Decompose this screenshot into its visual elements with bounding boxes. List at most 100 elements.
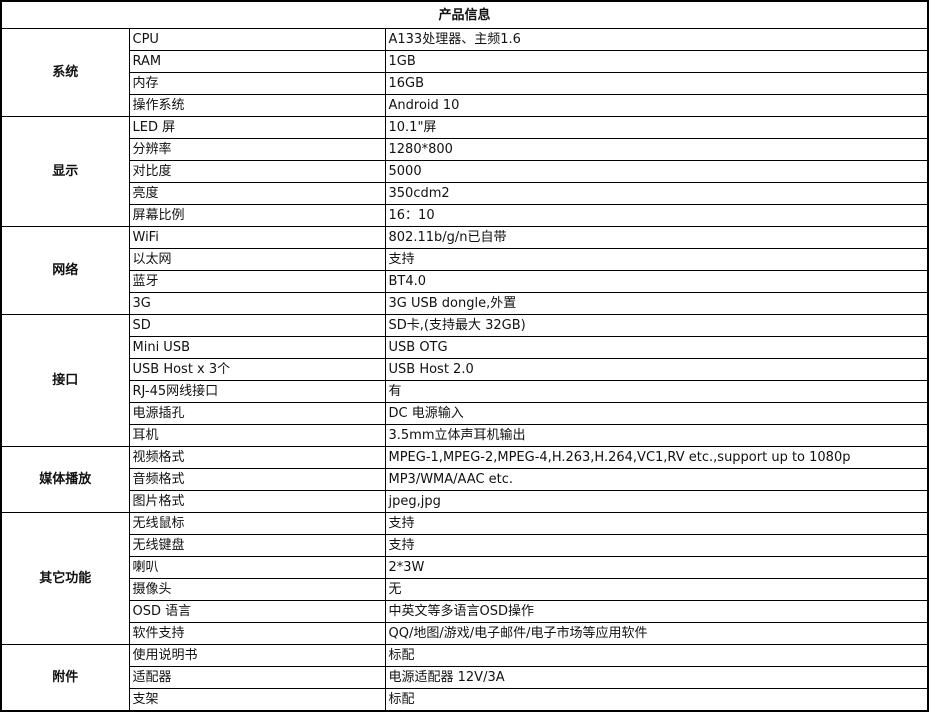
spec-name-cell: 无线键盘 bbox=[128, 534, 386, 557]
spec-name-cell: 内存 bbox=[128, 72, 386, 95]
table-row: Mini USB USB OTG bbox=[1, 336, 929, 359]
table-row: 操作系统 Android 10 bbox=[1, 94, 929, 117]
spec-name-cell: 音频格式 bbox=[128, 468, 386, 491]
table-row: 喇叭 2*3W bbox=[1, 556, 929, 579]
spec-name-cell: 3G bbox=[128, 292, 386, 315]
table-row: 蓝牙 BT4.0 bbox=[1, 270, 929, 293]
spec-value-cell: 无 bbox=[384, 578, 929, 601]
table-row: USB Host x 3个 USB Host 2.0 bbox=[1, 358, 929, 381]
spec-name-cell: 喇叭 bbox=[128, 556, 386, 579]
spec-value-cell: BT4.0 bbox=[384, 270, 929, 293]
category-cell: 附件 bbox=[0, 644, 130, 712]
table-row: 摄像头无 bbox=[1, 578, 929, 601]
spec-name-cell: WiFi bbox=[128, 226, 386, 249]
table-row: 分辨率 1280*800 bbox=[1, 138, 929, 161]
spec-value-cell: 802.11b/g/n已自带 bbox=[384, 226, 929, 249]
spec-value-cell: QQ/地图/游戏/电子邮件/电子市场等应用软件 bbox=[384, 622, 929, 645]
spec-value-cell: 标配 bbox=[384, 688, 929, 712]
spec-value-cell: SD卡,(支持最大 32GB) bbox=[384, 314, 929, 337]
spec-name-cell: Mini USB bbox=[128, 336, 386, 359]
table-row: 屏幕比例 16：10 bbox=[1, 204, 929, 227]
category-cell: 显示 bbox=[0, 116, 130, 227]
table-row: 支架 标配 bbox=[1, 688, 929, 712]
table-row: 其它功能 无线鼠标 支持 bbox=[0, 512, 929, 645]
spec-name-cell: 软件支持 bbox=[128, 622, 386, 645]
table-row: 图片格式 jpeg,jpg bbox=[1, 490, 929, 513]
table-row: 3G 3G USB dongle,外置 bbox=[1, 292, 929, 315]
table-row: 耳机 3.5mm立体声耳机输出 bbox=[1, 424, 929, 447]
table-row: 内存 16GB bbox=[1, 72, 929, 95]
spec-value-cell: 5000 bbox=[384, 160, 929, 183]
spec-name-cell: USB Host x 3个 bbox=[128, 358, 386, 381]
spec-value-cell: 3.5mm立体声耳机输出 bbox=[384, 424, 929, 447]
spec-name-cell: SD bbox=[128, 314, 386, 337]
spec-name-cell: 摄像头 bbox=[128, 578, 386, 601]
spec-name-cell: 操作系统 bbox=[128, 94, 386, 117]
spec-name-cell: 亮度 bbox=[128, 182, 386, 205]
spec-value-cell: 有 bbox=[384, 380, 929, 403]
spec-name-cell: 屏幕比例 bbox=[128, 204, 386, 227]
spec-name-cell: 以太网 bbox=[128, 248, 386, 271]
spec-name-cell: 支架 bbox=[128, 688, 386, 712]
spec-value-cell: USB OTG bbox=[384, 336, 929, 359]
category-cell: 接口 bbox=[0, 314, 130, 447]
table-row: 音频格式 MP3/WMA/AAC etc. bbox=[1, 468, 929, 491]
spec-name-cell: LED 屏 bbox=[128, 116, 386, 139]
category-cell: 媒体播放 bbox=[0, 446, 130, 513]
spec-name-cell: 蓝牙 bbox=[128, 270, 386, 293]
spec-name-cell: RAM bbox=[128, 50, 386, 73]
table-row: 附件 使用说明书 标配 bbox=[0, 644, 929, 712]
table-row: 网络 WiFi 802.11b/g/n已自带 bbox=[0, 226, 929, 315]
table-row: 亮度 350cdm2 bbox=[1, 182, 929, 205]
spec-value-cell: 350cdm2 bbox=[384, 182, 929, 205]
spec-value-cell: MP3/WMA/AAC etc. bbox=[384, 468, 929, 491]
table-header-row: 产品信息 bbox=[0, 0, 929, 29]
spec-name-cell: 分辨率 bbox=[128, 138, 386, 161]
spec-value-cell: DC 电源输入 bbox=[384, 402, 929, 425]
category-cell: 系统 bbox=[0, 28, 130, 117]
spec-name-cell: OSD 语言 bbox=[128, 600, 386, 623]
table-row: RJ-45网线接口有 bbox=[1, 380, 929, 403]
table-row: 对比度 5000 bbox=[1, 160, 929, 183]
table-row: 接口 SD SD卡,(支持最大 32GB) bbox=[0, 314, 929, 447]
spec-value-cell: USB Host 2.0 bbox=[384, 358, 929, 381]
table-row: 以太网 支持 bbox=[1, 248, 929, 271]
spec-value-cell: 3G USB dongle,外置 bbox=[384, 292, 929, 315]
spec-name-cell: 耳机 bbox=[128, 424, 386, 447]
spec-value-cell: 16GB bbox=[384, 72, 929, 95]
table-row: OSD 语言 中英文等多语言OSD操作 bbox=[1, 600, 929, 623]
spec-value-cell: Android 10 bbox=[384, 94, 929, 117]
table-row: RAM 1GB bbox=[1, 50, 929, 73]
spec-value-cell: 支持 bbox=[384, 534, 929, 557]
category-cell: 网络 bbox=[0, 226, 130, 315]
table-row: 媒体播放 视频格式 MPEG-1,MPEG-2,MPEG-4,H.263,H.264… bbox=[0, 446, 929, 513]
table-row: 适配器 电源适配器 12V/3A bbox=[1, 666, 929, 689]
spec-name-cell: 视频格式 bbox=[128, 446, 386, 469]
spec-value-cell: 10.1"屏 bbox=[384, 116, 929, 139]
spec-name-cell: 适配器 bbox=[128, 666, 386, 689]
table-row: 软件支持 QQ/地图/游戏/电子邮件/电子市场等应用软件 bbox=[1, 622, 929, 645]
spec-name-cell: 电源插孔 bbox=[128, 402, 386, 425]
spec-value-cell: 2*3W bbox=[384, 556, 929, 579]
category-cell: 其它功能 bbox=[0, 512, 130, 645]
spec-value-cell: 标配 bbox=[384, 644, 929, 667]
table-row: 无线键盘 支持 bbox=[1, 534, 929, 557]
spec-value-cell: 1280*800 bbox=[384, 138, 929, 161]
spec-value-cell: 支持 bbox=[384, 512, 929, 535]
spec-value-cell: 支持 bbox=[384, 248, 929, 271]
spec-value-cell: 电源适配器 12V/3A bbox=[384, 666, 929, 689]
table-title: 产品信息 bbox=[0, 0, 929, 29]
spec-value-cell: 中英文等多语言OSD操作 bbox=[384, 600, 929, 623]
spec-name-cell: 使用说明书 bbox=[128, 644, 386, 667]
spec-value-cell: jpeg,jpg bbox=[384, 490, 929, 513]
spec-name-cell: RJ-45网线接口 bbox=[128, 380, 386, 403]
spec-name-cell: CPU bbox=[128, 28, 386, 51]
spec-value-cell: A133处理器、主频1.6 bbox=[384, 28, 929, 51]
spec-value-cell: MPEG-1,MPEG-2,MPEG-4,H.263,H.264,VC1,RV … bbox=[384, 446, 929, 469]
table-row: 电源插孔 DC 电源输入 bbox=[1, 402, 929, 425]
table-row: 显示 LED 屏 10.1"屏 bbox=[0, 116, 929, 227]
spec-name-cell: 无线鼠标 bbox=[128, 512, 386, 535]
spec-name-cell: 对比度 bbox=[128, 160, 386, 183]
table-row: 系统 CPU A133处理器、主频1.6 bbox=[0, 28, 929, 117]
